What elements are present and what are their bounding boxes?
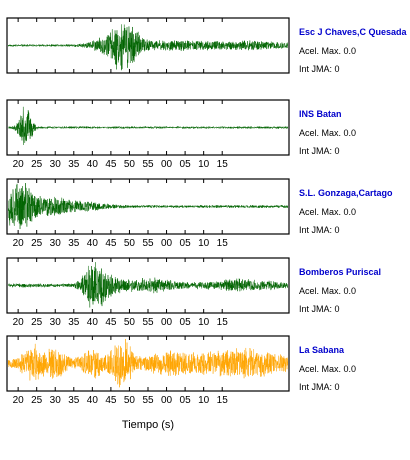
x-tick-label: 00: [161, 395, 173, 406]
waveform-trace-2: [8, 106, 288, 146]
x-tick-label: 05: [180, 317, 192, 328]
x-tick-label: 35: [68, 159, 80, 170]
jma-intensity-label: Int JMA: 0: [299, 225, 340, 235]
x-tick-label: 20: [13, 238, 25, 249]
x-tick-label: 40: [87, 395, 99, 406]
x-tick-label: 25: [31, 317, 43, 328]
waveform-trace-3: [8, 183, 288, 229]
x-tick-label: 25: [31, 159, 43, 170]
x-axis-label: Tiempo (s): [122, 419, 174, 431]
waveform-trace-1: [8, 24, 288, 71]
x-tick-label: 15: [217, 395, 229, 406]
x-tick-label: 10: [198, 395, 210, 406]
x-tick-label: 15: [217, 159, 229, 170]
x-tick-label: 05: [180, 395, 192, 406]
x-tick-label: 15: [217, 238, 229, 249]
x-tick-label: 40: [87, 159, 99, 170]
x-tick-label: 05: [180, 238, 192, 249]
x-tick-label: 20: [13, 317, 25, 328]
x-tick-label: 30: [50, 238, 62, 249]
x-tick-label: 30: [50, 317, 62, 328]
station-name: Esc J Chaves,C Quesada: [299, 27, 408, 37]
x-tick-label: 55: [142, 159, 154, 170]
x-tick-label: 00: [161, 159, 173, 170]
jma-intensity-label: Int JMA: 0: [299, 146, 340, 156]
x-tick-label: 10: [198, 238, 210, 249]
x-tick-label: 30: [50, 159, 62, 170]
x-tick-label: 30: [50, 395, 62, 406]
x-tick-label: 20: [13, 159, 25, 170]
max-accel-label: Acel. Max. 0.0: [299, 286, 356, 296]
x-tick-label: 50: [124, 317, 136, 328]
station-name: Bomberos Puriscal: [299, 267, 381, 277]
x-tick-label: 45: [105, 317, 117, 328]
jma-intensity-label: Int JMA: 0: [299, 382, 340, 392]
max-accel-label: Acel. Max. 0.0: [299, 128, 356, 138]
x-tick-label: 50: [124, 159, 136, 170]
jma-intensity-label: Int JMA: 0: [299, 304, 340, 314]
x-tick-label: 35: [68, 317, 80, 328]
x-tick-label: 40: [87, 317, 99, 328]
waveform-trace-5: [8, 338, 288, 388]
x-tick-label: 55: [142, 395, 154, 406]
x-tick-label: 25: [31, 238, 43, 249]
x-tick-label: 55: [142, 238, 154, 249]
x-tick-label: 20: [13, 395, 25, 406]
x-tick-label: 00: [161, 238, 173, 249]
waveform-trace-4: [8, 262, 288, 308]
x-tick-label: 35: [68, 238, 80, 249]
x-tick-label: 35: [68, 395, 80, 406]
x-tick-label: 00: [161, 317, 173, 328]
max-accel-label: Acel. Max. 0.0: [299, 207, 356, 217]
max-accel-label: Acel. Max. 0.0: [299, 364, 356, 374]
station-name: INS Batan: [299, 109, 342, 119]
x-tick-label: 50: [124, 395, 136, 406]
x-tick-label: 05: [180, 159, 192, 170]
x-tick-label: 40: [87, 238, 99, 249]
x-tick-label: 45: [105, 238, 117, 249]
station-name: S.L. Gonzaga,Cartago: [299, 188, 393, 198]
x-tick-label: 25: [31, 395, 43, 406]
x-tick-label: 10: [198, 159, 210, 170]
max-accel-label: Acel. Max. 0.0: [299, 46, 356, 56]
x-tick-label: 45: [105, 159, 117, 170]
station-name: La Sabana: [299, 345, 345, 355]
x-tick-label: 50: [124, 238, 136, 249]
x-tick-label: 55: [142, 317, 154, 328]
x-tick-label: 15: [217, 317, 229, 328]
jma-intensity-label: Int JMA: 0: [299, 64, 340, 74]
x-tick-label: 45: [105, 395, 117, 406]
x-tick-label: 10: [198, 317, 210, 328]
